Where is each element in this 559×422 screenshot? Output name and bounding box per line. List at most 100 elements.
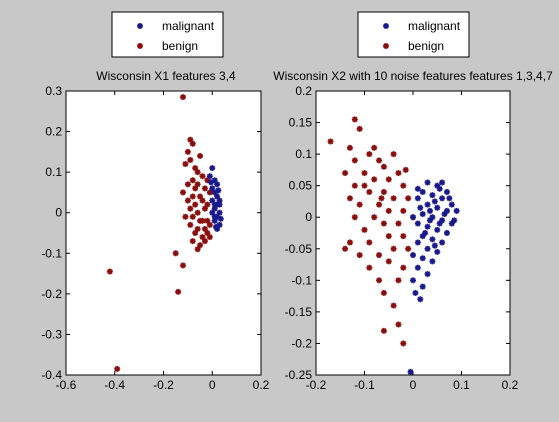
chart-1-point-benign xyxy=(197,193,204,200)
chart-1-point-benign xyxy=(199,197,206,204)
chart-2-point-benign xyxy=(400,340,407,347)
chart-2-point-benign xyxy=(356,201,363,208)
chart-2-xtick-label: 0 xyxy=(410,378,417,392)
chart-2-point-benign xyxy=(390,245,397,252)
chart-2-point-malignant xyxy=(422,230,429,236)
chart-2-point-benign xyxy=(351,157,358,164)
chart-2-point-benign xyxy=(390,302,397,309)
chart-1-point-benign xyxy=(187,136,194,143)
chart-1-point-benign xyxy=(194,181,201,188)
chart-2-point-benign xyxy=(361,170,368,177)
chart-1-point-malignant xyxy=(209,197,216,204)
chart-1-ytick-label: -0.1 xyxy=(41,246,62,260)
chart-1-point-benign xyxy=(204,201,211,208)
chart-2-point-benign xyxy=(390,195,397,202)
chart-2-point-benign xyxy=(385,207,392,214)
chart-2-xtick-label: -0.1 xyxy=(354,378,375,392)
chart-2-point-benign xyxy=(361,182,368,189)
chart-1-point-benign xyxy=(180,189,186,196)
chart-2-point-malignant xyxy=(429,236,436,243)
chart-2-point-malignant xyxy=(417,296,424,303)
chart-1-xtick-label: -0.6 xyxy=(56,378,77,392)
chart-2-point-benign xyxy=(351,214,358,221)
chart-1-point-benign xyxy=(206,234,213,241)
chart-2-point-benign xyxy=(376,157,383,164)
chart-2-point-malignant xyxy=(412,289,419,296)
chart-2-ytick-label: 0.05 xyxy=(289,179,313,193)
chart-1-point-benign xyxy=(201,238,208,245)
chart-2-xtick-label: 0.1 xyxy=(453,378,470,392)
chart-1-point-benign xyxy=(194,169,201,176)
chart-1-point-benign xyxy=(197,242,204,249)
chart-2-frame xyxy=(315,90,511,376)
chart-1-point-malignant xyxy=(212,223,219,230)
chart-2-point-malignant xyxy=(414,239,421,246)
legend-2-label-malignant: malignant xyxy=(408,19,461,33)
chart-2-point-benign xyxy=(366,188,373,195)
chart-1-point-malignant xyxy=(211,201,218,208)
chart-1-xtick-label: -0.4 xyxy=(104,378,125,392)
legend-1-marker-malignant xyxy=(137,23,143,29)
chart-1-point-benign xyxy=(197,152,204,159)
chart-1-point-benign xyxy=(201,225,208,232)
chart-2-point-benign xyxy=(371,144,378,151)
chart-2-point-benign xyxy=(327,138,334,145)
chart-1-point-benign xyxy=(189,238,196,245)
chart-2-point-malignant xyxy=(419,211,426,218)
chart-2-point-malignant xyxy=(429,258,436,265)
chart-1-point-malignant xyxy=(211,217,218,224)
chart-2-point-benign xyxy=(356,252,363,259)
chart-1-point-benign xyxy=(182,161,189,168)
chart-1-point-benign xyxy=(114,365,121,372)
chart-2-point-malignant xyxy=(434,226,441,233)
chart-1-point-malignant xyxy=(206,173,213,180)
chart-1-point-benign xyxy=(180,94,186,101)
chart-2-point-malignant xyxy=(424,223,431,230)
chart-2-point-malignant xyxy=(410,252,416,259)
chart-2-point-malignant xyxy=(414,220,421,227)
chart-1-point-malignant xyxy=(211,213,218,220)
chart-2-point-malignant xyxy=(439,179,446,186)
chart-2-point-malignant xyxy=(419,255,426,262)
chart-2-xtick-label: -0.2 xyxy=(306,378,327,392)
chart-2-point-malignant xyxy=(439,239,446,246)
chart-2-point-benign xyxy=(380,188,387,195)
chart-1-point-benign xyxy=(189,193,196,200)
chart-1-point-malignant xyxy=(214,193,221,200)
legend-marker-malignant xyxy=(383,23,389,29)
chart-2-point-benign xyxy=(361,226,368,233)
chart-1-plot-area xyxy=(66,91,261,375)
chart-2-ytick-label: 0.1 xyxy=(295,147,312,161)
legend-2-label-benign: benign xyxy=(408,39,444,53)
chart-1-point-benign xyxy=(194,225,201,232)
chart-2-point-benign xyxy=(405,195,412,202)
chart-1-ytick-label: -0.2 xyxy=(41,287,62,301)
chart-2-ytick-label: -0.25 xyxy=(285,368,313,382)
legend-2-box xyxy=(357,11,470,58)
chart-2-ytick-label: 0.15 xyxy=(289,116,313,130)
chart-1-point-benign xyxy=(192,185,199,192)
chart-2-point-malignant xyxy=(414,264,421,271)
legend-1-marker-benign xyxy=(137,43,143,49)
chart-2-point-benign xyxy=(390,151,397,158)
chart-2-point-malignant xyxy=(453,207,460,214)
chart-2-ticks: -0.2 -0.1 0 0.1 0.2-0.25-0.2-0.15-0.1-0.0500… xyxy=(285,84,519,392)
chart-2-point-malignant xyxy=(443,230,450,236)
chart-2-point-benign xyxy=(376,252,383,259)
chart-2-point-malignant xyxy=(429,192,436,199)
chart-2-ytick-label: -0.15 xyxy=(285,305,313,319)
chart-1-point-benign xyxy=(204,217,211,224)
chart-1-xtick-label: 0 xyxy=(209,378,216,392)
chart-2-point-benign xyxy=(400,233,407,240)
chart-2-point-malignant xyxy=(417,204,424,211)
chart-2-point-benign xyxy=(395,170,402,177)
chart-2-point-benign xyxy=(395,277,402,284)
chart-2-point-benign xyxy=(342,170,349,177)
chart-2-point-malignant xyxy=(419,283,426,290)
chart-2-point-malignant xyxy=(431,198,438,205)
chart-2: Wisconsin X2 with 10 noise features feat… xyxy=(273,69,553,392)
chart-1-point-benign xyxy=(192,201,199,208)
chart-1-point-malignant xyxy=(214,181,221,188)
